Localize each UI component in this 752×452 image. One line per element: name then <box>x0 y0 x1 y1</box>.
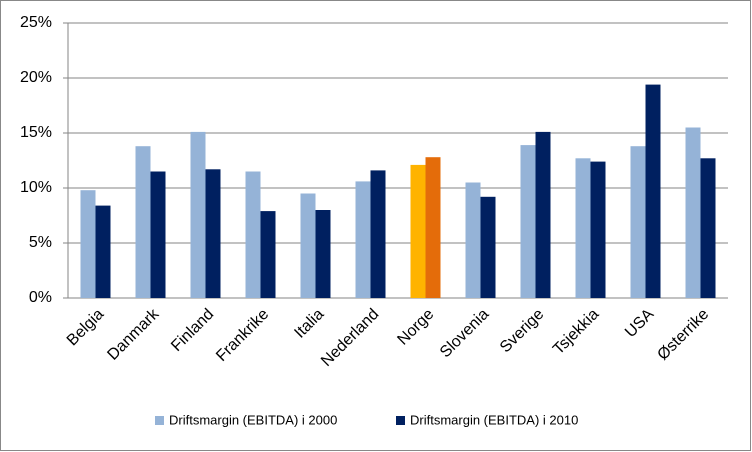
bar <box>575 158 591 298</box>
legend-label: Driftsmargin (EBITDA) i 2000 <box>169 412 337 427</box>
bar <box>480 196 496 298</box>
bar <box>465 182 481 298</box>
y-tick-label: 10% <box>20 179 52 196</box>
bar <box>150 171 166 298</box>
bar <box>135 146 151 298</box>
y-tick-label: 20% <box>20 69 52 86</box>
bar <box>190 131 206 298</box>
y-tick-label: 0% <box>29 289 52 306</box>
y-tick-label: 25% <box>20 14 52 31</box>
legend-label: Driftsmargin (EBITDA) i 2010 <box>410 412 578 427</box>
y-tick-label: 5% <box>29 234 52 251</box>
y-tick-label: 15% <box>20 124 52 141</box>
bar <box>300 193 316 298</box>
bar <box>425 157 441 298</box>
legend-swatch <box>155 416 164 425</box>
bar <box>370 170 386 298</box>
bar <box>80 190 96 298</box>
bar <box>410 164 426 298</box>
bar <box>590 161 606 298</box>
legend-swatch <box>396 416 405 425</box>
bar <box>535 131 551 298</box>
bar <box>685 127 701 298</box>
bar <box>245 171 261 298</box>
bar <box>630 146 646 298</box>
bar <box>700 158 716 298</box>
bar <box>95 205 111 298</box>
bar <box>645 84 661 298</box>
bar <box>260 211 276 298</box>
bar <box>315 210 331 298</box>
bar <box>205 169 221 298</box>
bar <box>355 181 371 298</box>
bar <box>520 145 536 298</box>
